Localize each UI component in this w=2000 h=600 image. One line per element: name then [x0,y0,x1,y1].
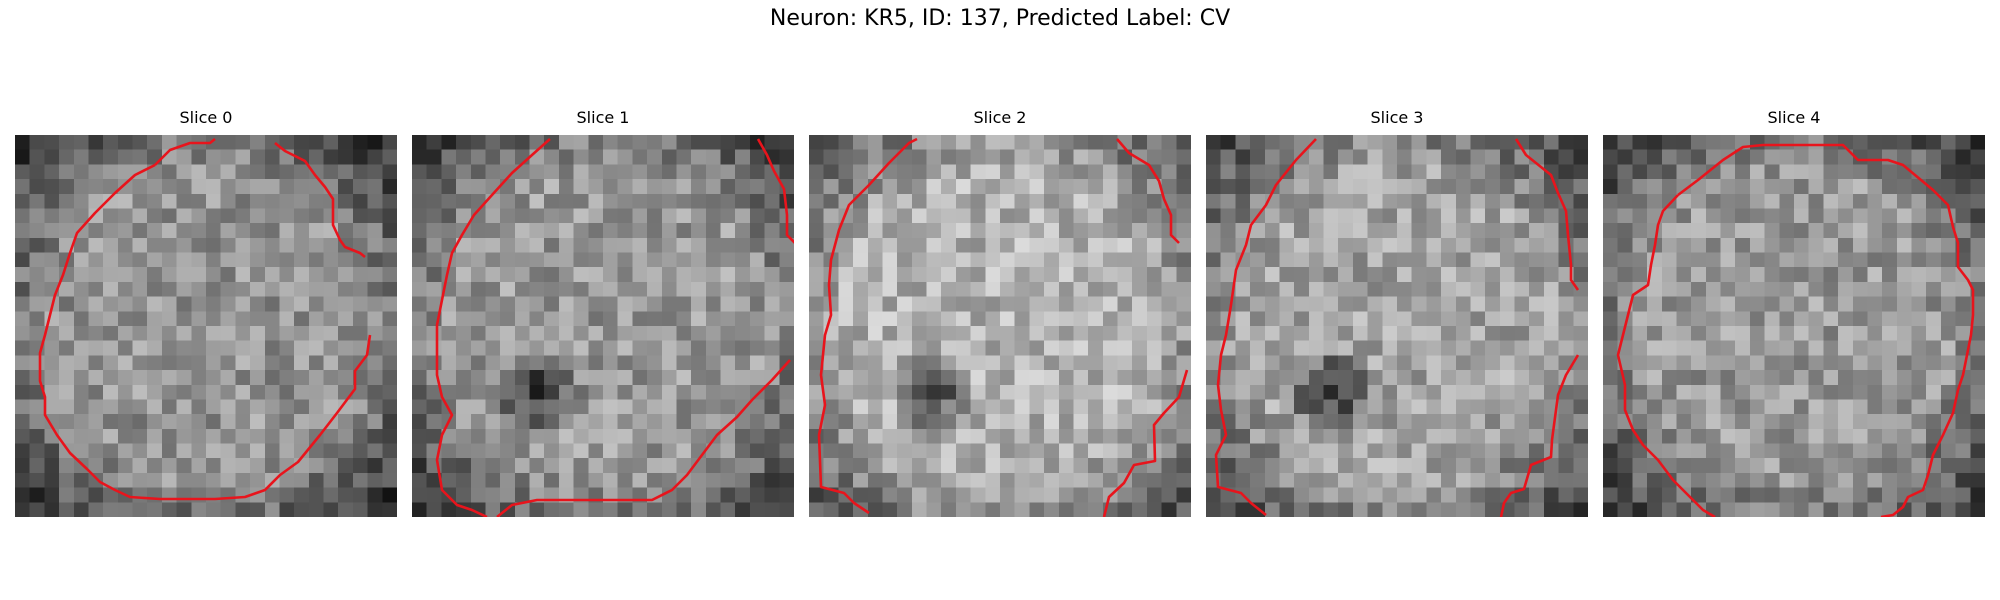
slice-3-contour [1214,138,1580,517]
slice-0-title: Slice 0 [179,108,233,127]
slice-2-pixels [809,135,1191,517]
slice-1-title: Slice 1 [576,108,630,127]
slice-2-contour [817,137,1189,517]
slice-2-image [809,135,1191,517]
slice-1-pixels [412,135,794,517]
slice-1-contour [435,138,794,517]
slice-4-pixels [1603,135,1985,517]
slice-4-title: Slice 4 [1767,108,1821,127]
figure-title: Neuron: KR5, ID: 137, Predicted Label: C… [769,6,1231,31]
slice-4-contour [1616,143,1975,517]
slice-0-image [15,135,397,517]
slice-4-image [1603,135,1985,517]
slice-3-image [1206,135,1588,517]
slice-2-title: Slice 2 [973,108,1027,127]
slice-1-image [412,135,794,517]
slice-0-contour [38,137,372,501]
slice-3-title: Slice 3 [1370,108,1424,127]
